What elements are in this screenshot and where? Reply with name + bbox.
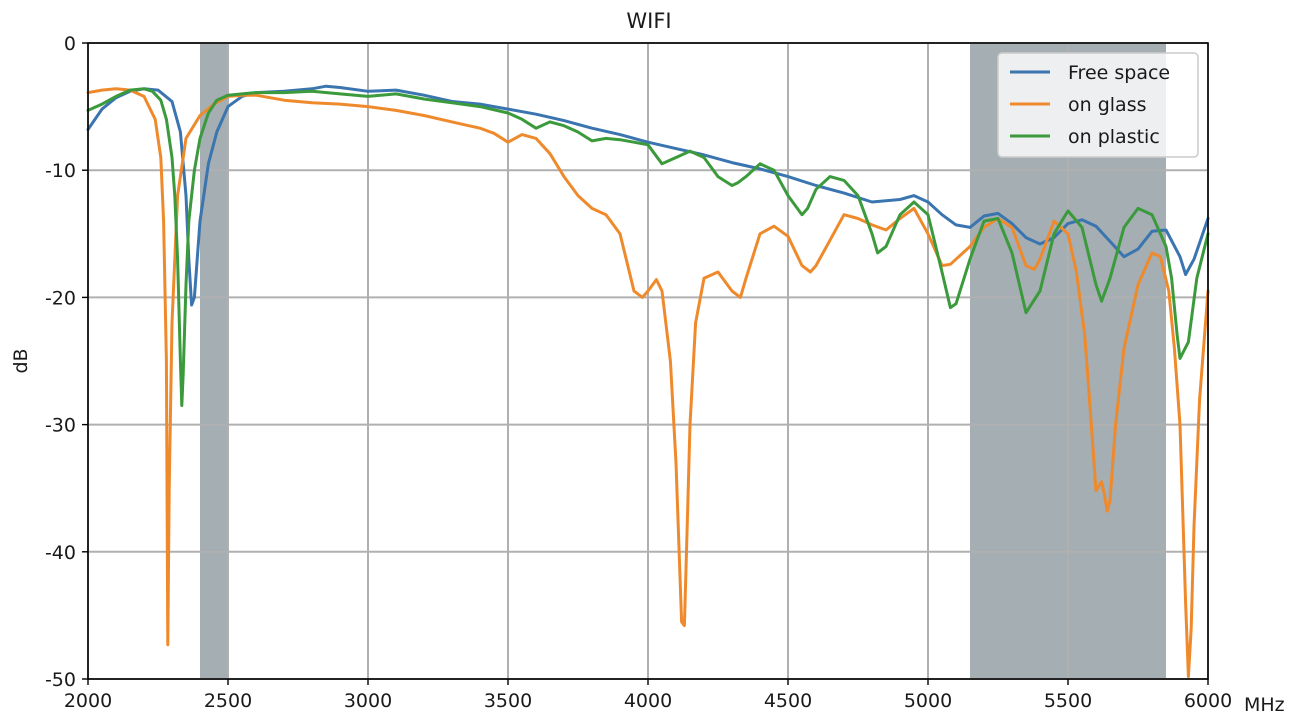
y-tick-label: 0 bbox=[64, 33, 76, 55]
x-tick-label: 3000 bbox=[344, 690, 392, 712]
x-tick-label: 6000 bbox=[1184, 690, 1232, 712]
y-tick-label: -40 bbox=[45, 542, 76, 564]
x-tick-label: 2500 bbox=[204, 690, 252, 712]
legend-box bbox=[997, 52, 1199, 158]
x-tick-label: 4000 bbox=[624, 690, 672, 712]
y-tick-label: -10 bbox=[45, 160, 76, 182]
x-tick-label: 5000 bbox=[904, 690, 952, 712]
axis-ticks: 2000 2500 3000 3500 4000 4500 5000 5500 6000 0 -10… bbox=[45, 33, 1232, 712]
legend-label: on plastic bbox=[1068, 126, 1160, 148]
x-tick-label: 4500 bbox=[764, 690, 812, 712]
x-axis-unit-label: MHz bbox=[1244, 694, 1285, 716]
chart-title: WIFI bbox=[626, 9, 671, 33]
x-tick-label: 3500 bbox=[484, 690, 532, 712]
legend-label: on glass bbox=[1068, 94, 1147, 116]
y-tick-label: -30 bbox=[45, 415, 76, 437]
x-tick-label: 2000 bbox=[64, 690, 112, 712]
legend-label: Free space bbox=[1068, 62, 1170, 84]
series-on-plastic bbox=[86, 87, 1210, 407]
y-tick-label: -50 bbox=[45, 669, 76, 691]
series-free-space bbox=[86, 84, 1210, 307]
shaded-band-1 bbox=[200, 43, 228, 679]
x-tick-label: 5500 bbox=[1044, 690, 1092, 712]
y-tick-label: -20 bbox=[45, 287, 76, 309]
legend: Free space on glass on plastic bbox=[997, 52, 1199, 158]
y-axis-label: dB bbox=[10, 348, 32, 373]
series-lines bbox=[86, 84, 1210, 678]
